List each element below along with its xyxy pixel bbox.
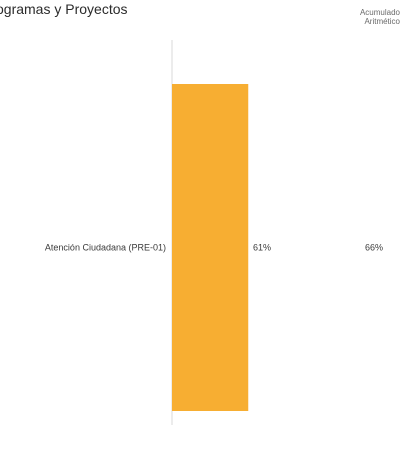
bar-value-label-0: 61% (253, 243, 271, 253)
category-label-0: Atención Ciudadana (PRE-01) (45, 243, 166, 253)
bar-0 (172, 84, 249, 411)
accumulated-column-header: Acumulado Aritmético (330, 8, 400, 26)
accumulated-header-line1: Acumulado (359, 8, 400, 17)
accumulated-value-label-0: 66% (365, 243, 383, 253)
chart-title: ogramas y Proyectos (0, 1, 128, 17)
accumulated-header-line2: Aritmético (364, 17, 400, 26)
